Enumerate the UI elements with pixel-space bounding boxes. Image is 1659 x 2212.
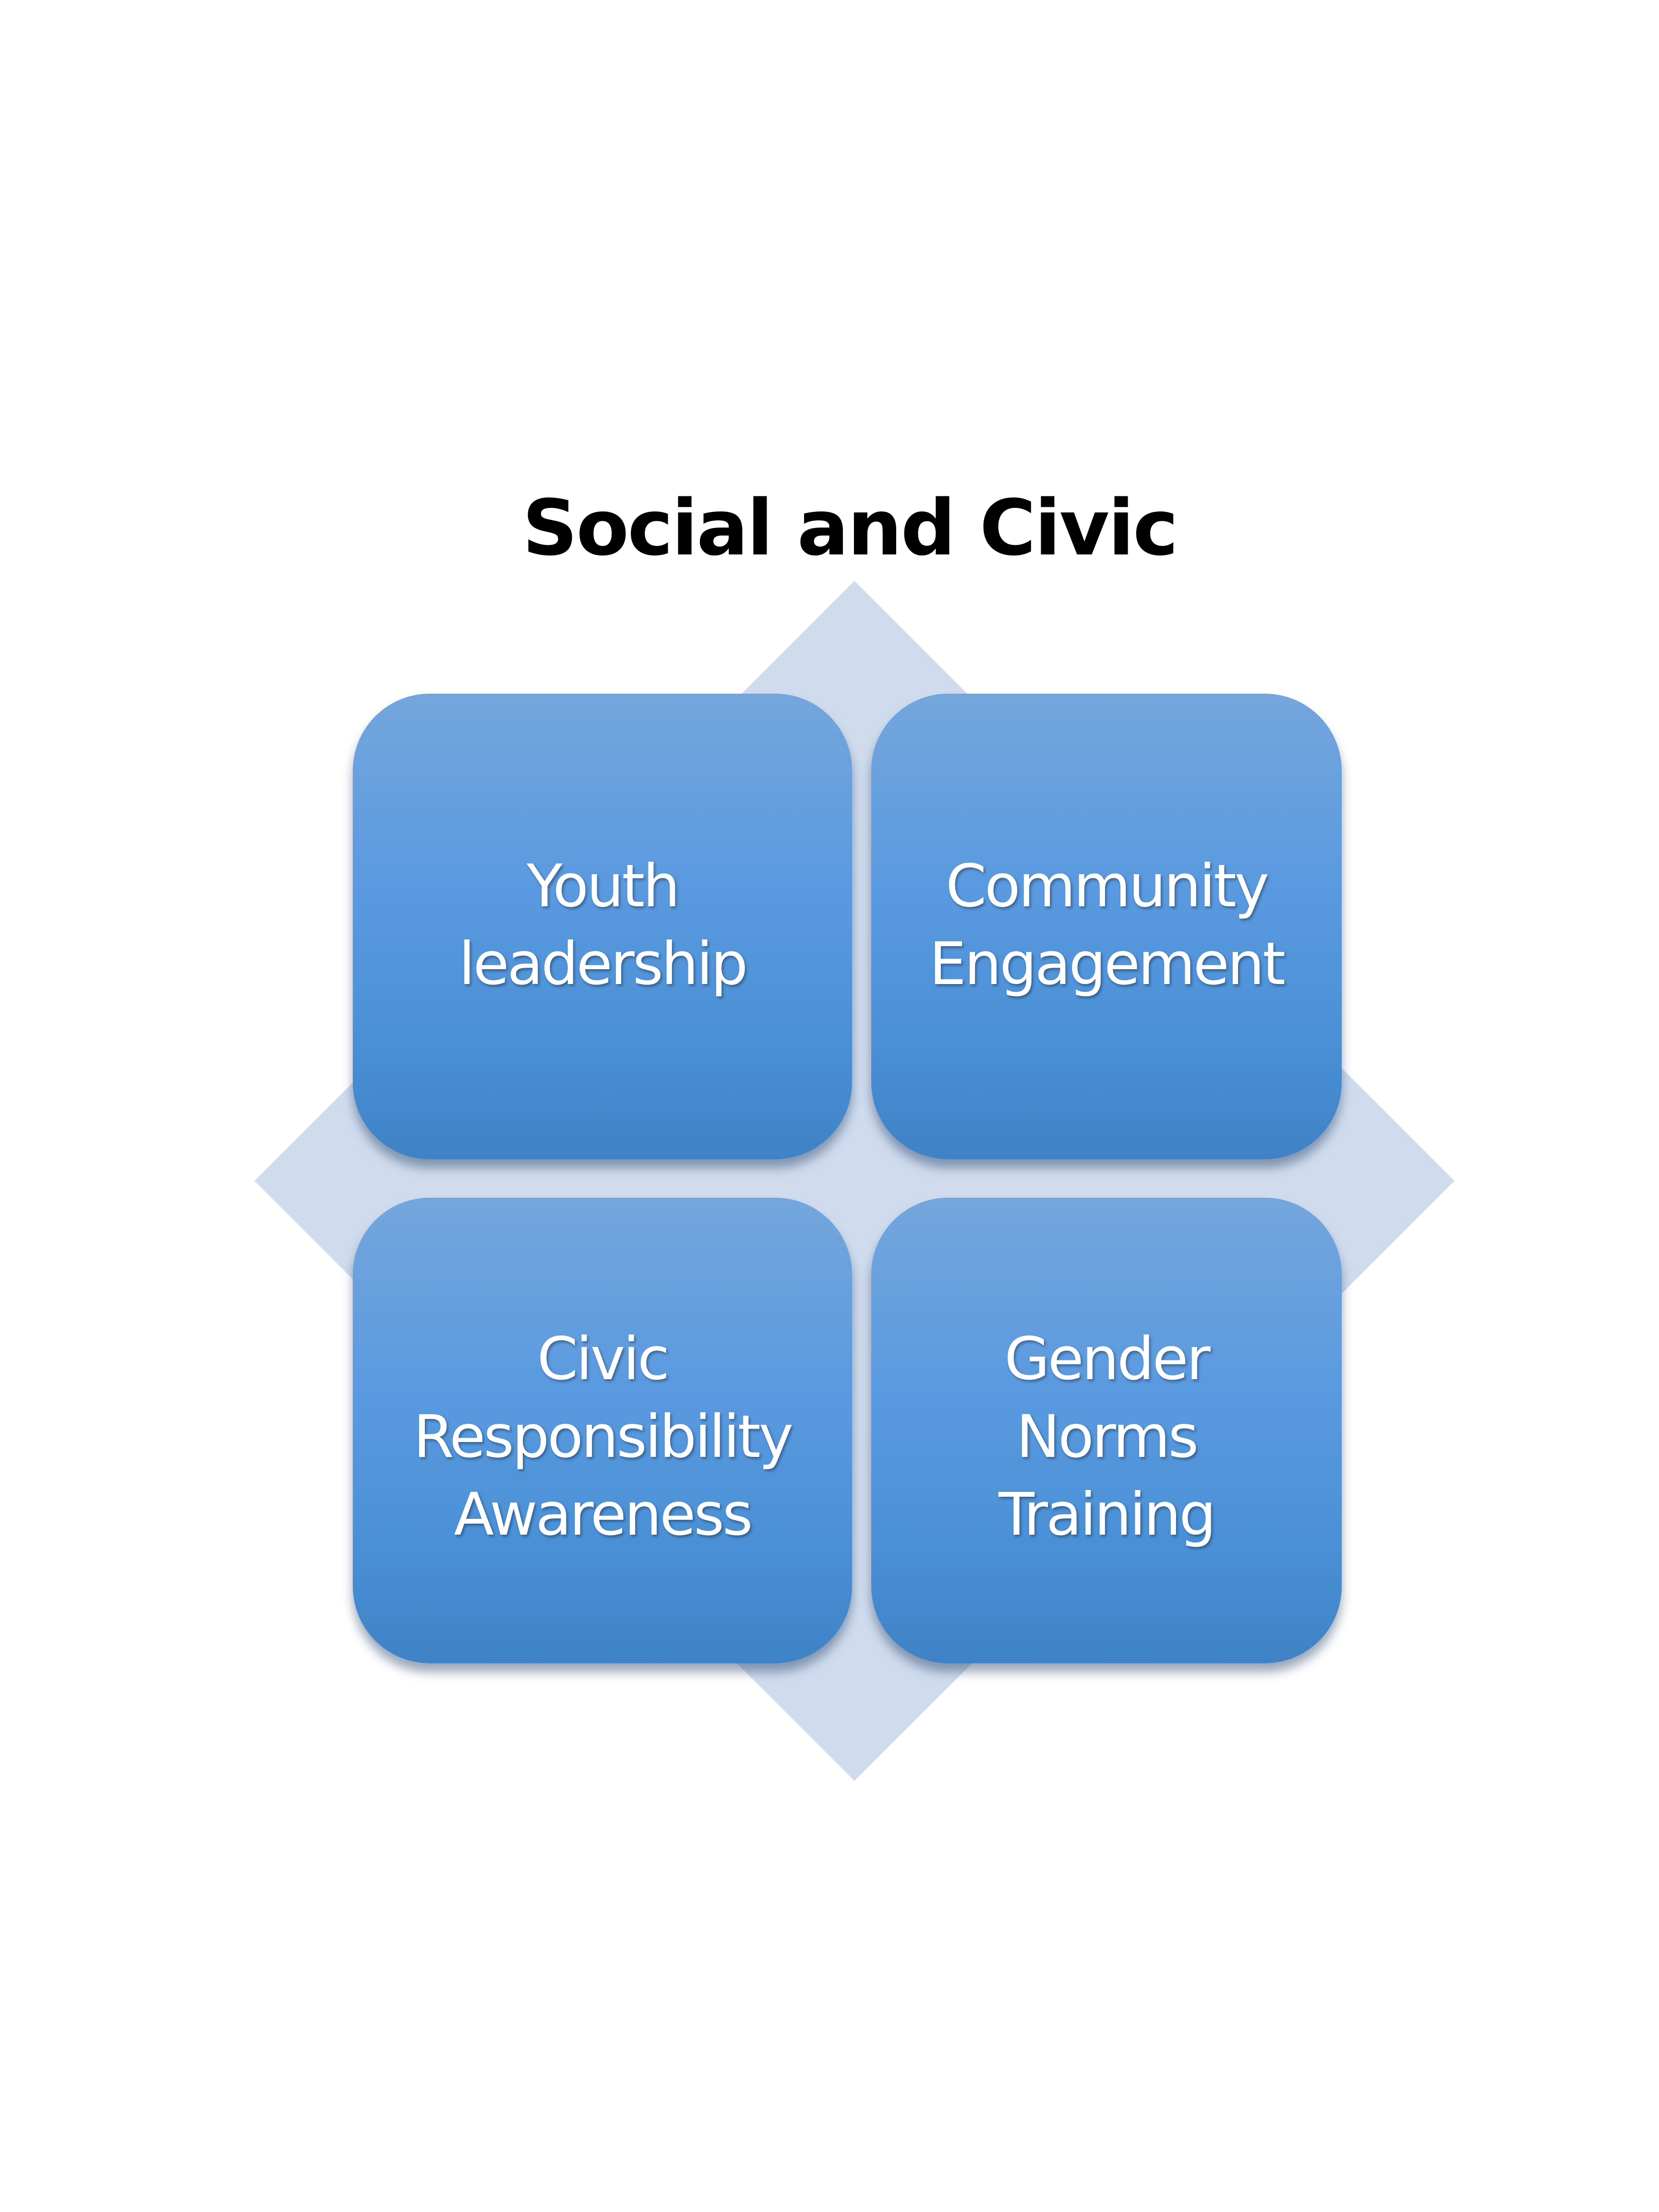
tile-civic-responsibility-awareness: Civic Responsibility Awareness (353, 1198, 852, 1663)
diagram-title: Social and Civic (522, 483, 1178, 573)
tile-gender-norms-training: Gender Norms Training (871, 1198, 1342, 1663)
tile-community-engagement: Community Engagement (871, 694, 1342, 1159)
tile-label: Community Engagement (929, 852, 1286, 998)
tile-youth-leadership: Youth leadership (353, 694, 852, 1159)
tile-label: Youth leadership (458, 852, 748, 998)
tile-label: Gender Norms Training (998, 1325, 1216, 1549)
tile-label: Civic Responsibility Awareness (413, 1325, 793, 1549)
